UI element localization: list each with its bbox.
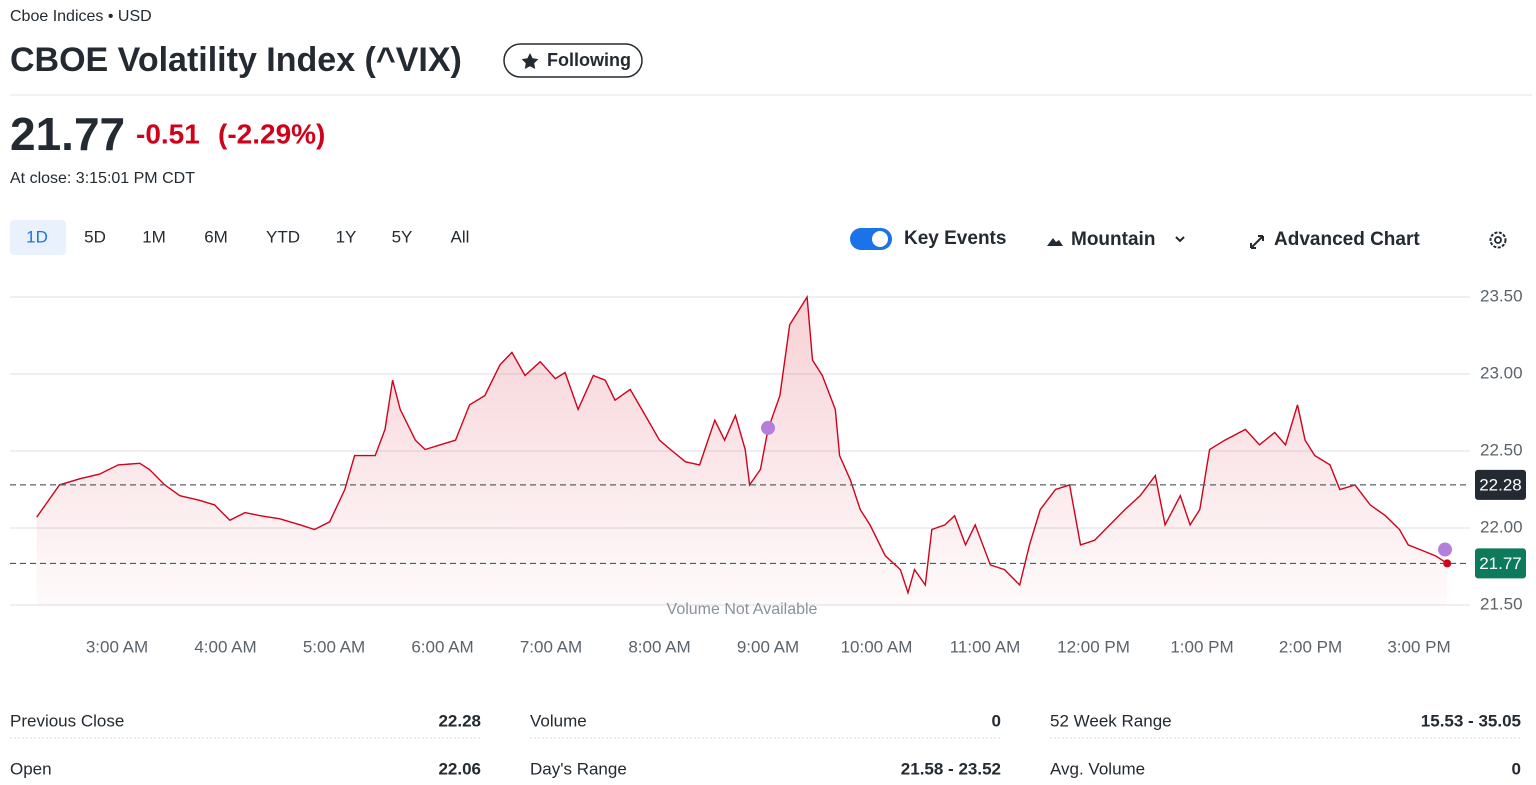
stat-label: Previous Close bbox=[10, 711, 124, 730]
range-tab[interactable]: YTD bbox=[266, 227, 300, 246]
x-tick-label: 5:00 AM bbox=[303, 637, 365, 656]
stats-table: Previous Close 22.28 Volume 0 52 Week Range 1… bbox=[10, 711, 1521, 778]
stat-value: 15.53 - 35.05 bbox=[1421, 711, 1521, 730]
range-tab[interactable]: 1M bbox=[142, 227, 166, 246]
price-line bbox=[36, 294, 1448, 596]
reference-label-box bbox=[1475, 469, 1526, 500]
y-tick-label: 22.00 bbox=[1480, 517, 1523, 536]
stat-label: Volume bbox=[530, 711, 587, 730]
close-time: At close: 3:15:01 PM CDT bbox=[10, 170, 195, 187]
chart: 21.50 22.00 22.50 23.00 23.50 3:00 AM 4:00 AM 5… bbox=[10, 286, 1526, 656]
title: CBOE Volatility Index (^VIX) bbox=[10, 41, 462, 79]
x-tick-label: 12:00 PM bbox=[1057, 637, 1130, 656]
mountain-icon bbox=[1047, 238, 1063, 246]
stat-value: 22.28 bbox=[438, 711, 481, 730]
tab-label: 5D bbox=[84, 227, 106, 246]
last-point bbox=[1443, 559, 1452, 568]
range-tab[interactable]: 5Y bbox=[392, 227, 413, 246]
key-event[interactable] bbox=[1438, 542, 1453, 557]
x-tick-label: 6:00 AM bbox=[411, 637, 473, 656]
range-tab[interactable]: 5D bbox=[84, 227, 106, 246]
range-tab[interactable]: All bbox=[451, 227, 470, 246]
follow-button[interactable]: Following bbox=[503, 43, 643, 78]
tab-label: 1M bbox=[142, 227, 166, 246]
stat-value: 22.06 bbox=[438, 759, 481, 778]
x-tick-label: 10:00 AM bbox=[841, 637, 913, 656]
chevron-icon bbox=[1175, 236, 1185, 243]
stat-value: 0 bbox=[992, 711, 1001, 730]
follow-label: Following bbox=[547, 50, 631, 70]
tab-label: 6M bbox=[204, 227, 228, 246]
y-tick-label: 23.00 bbox=[1480, 363, 1523, 382]
price-change-percent: (-2.29%) bbox=[218, 118, 325, 149]
gear-inner bbox=[1494, 236, 1502, 244]
star-icon bbox=[521, 53, 539, 69]
range-tab[interactable]: 1D bbox=[10, 220, 66, 255]
toggle-knob bbox=[872, 231, 888, 247]
x-tick-label: 8:00 AM bbox=[628, 637, 690, 656]
y-tick-label: 21.50 bbox=[1480, 594, 1523, 613]
button-outline bbox=[503, 43, 643, 78]
tab-label: 1D bbox=[26, 227, 48, 246]
key-event[interactable] bbox=[761, 420, 775, 435]
reference-label: 21.77 bbox=[1479, 554, 1522, 573]
stat-label: Avg. Volume bbox=[1050, 759, 1145, 778]
x-tick-label: 3:00 PM bbox=[1387, 637, 1450, 656]
range-tab[interactable]: 6M bbox=[204, 227, 228, 246]
key-events-toggle[interactable]: Key Events bbox=[850, 228, 1006, 250]
stat-value: 0 bbox=[1512, 759, 1521, 778]
x-tick-label: 4:00 AM bbox=[194, 637, 256, 656]
stat-value: 21.58 - 23.52 bbox=[901, 759, 1001, 778]
area-fill bbox=[36, 297, 1448, 606]
tab-label: YTD bbox=[266, 227, 300, 246]
key-events-label: Key Events bbox=[904, 228, 1006, 249]
stat-label: Open bbox=[10, 759, 52, 778]
tab-label: 1Y bbox=[336, 227, 357, 246]
chart-type-menu[interactable]: Mountain bbox=[1047, 229, 1185, 250]
x-tick-label: 9:00 AM bbox=[737, 637, 799, 656]
reference-label: 22.28 bbox=[1479, 475, 1522, 494]
stat-label: 52 Week Range bbox=[1050, 711, 1172, 730]
tab-label: 5Y bbox=[392, 227, 413, 246]
expand-icon bbox=[1250, 235, 1264, 249]
advanced-chart-label: Advanced Chart bbox=[1274, 229, 1420, 250]
annotation: Volume Not Available bbox=[667, 601, 818, 618]
advanced-chart-link[interactable]: Advanced Chart bbox=[1250, 229, 1420, 250]
price-change: -0.51 bbox=[136, 118, 200, 149]
y-tick-label: 22.50 bbox=[1480, 440, 1523, 459]
settings-button[interactable] bbox=[1489, 231, 1507, 249]
chart-type-label: Mountain bbox=[1071, 229, 1155, 250]
x-tick-label: 7:00 AM bbox=[520, 637, 582, 656]
x-tick-label: 11:00 AM bbox=[950, 637, 1021, 656]
range-tab[interactable]: 1Y bbox=[336, 227, 357, 246]
y-tick-label: 23.50 bbox=[1480, 286, 1523, 305]
exchange: Cboe Indices • USD bbox=[10, 8, 152, 25]
price: 21.77 bbox=[10, 108, 125, 160]
gear-outer bbox=[1489, 231, 1507, 249]
range-tabs: 1D 5D 1M 6M YTD 1Y 5Y All bbox=[10, 220, 469, 255]
x-tick-label: 2:00 PM bbox=[1279, 637, 1342, 656]
x-tick-label: 1:00 PM bbox=[1170, 637, 1233, 656]
x-tick-label: 3:00 AM bbox=[86, 637, 148, 656]
tab-highlight bbox=[10, 220, 66, 255]
stat-label: Day's Range bbox=[530, 759, 627, 778]
reference-label-box bbox=[1475, 548, 1526, 579]
tab-label: All bbox=[451, 227, 470, 246]
